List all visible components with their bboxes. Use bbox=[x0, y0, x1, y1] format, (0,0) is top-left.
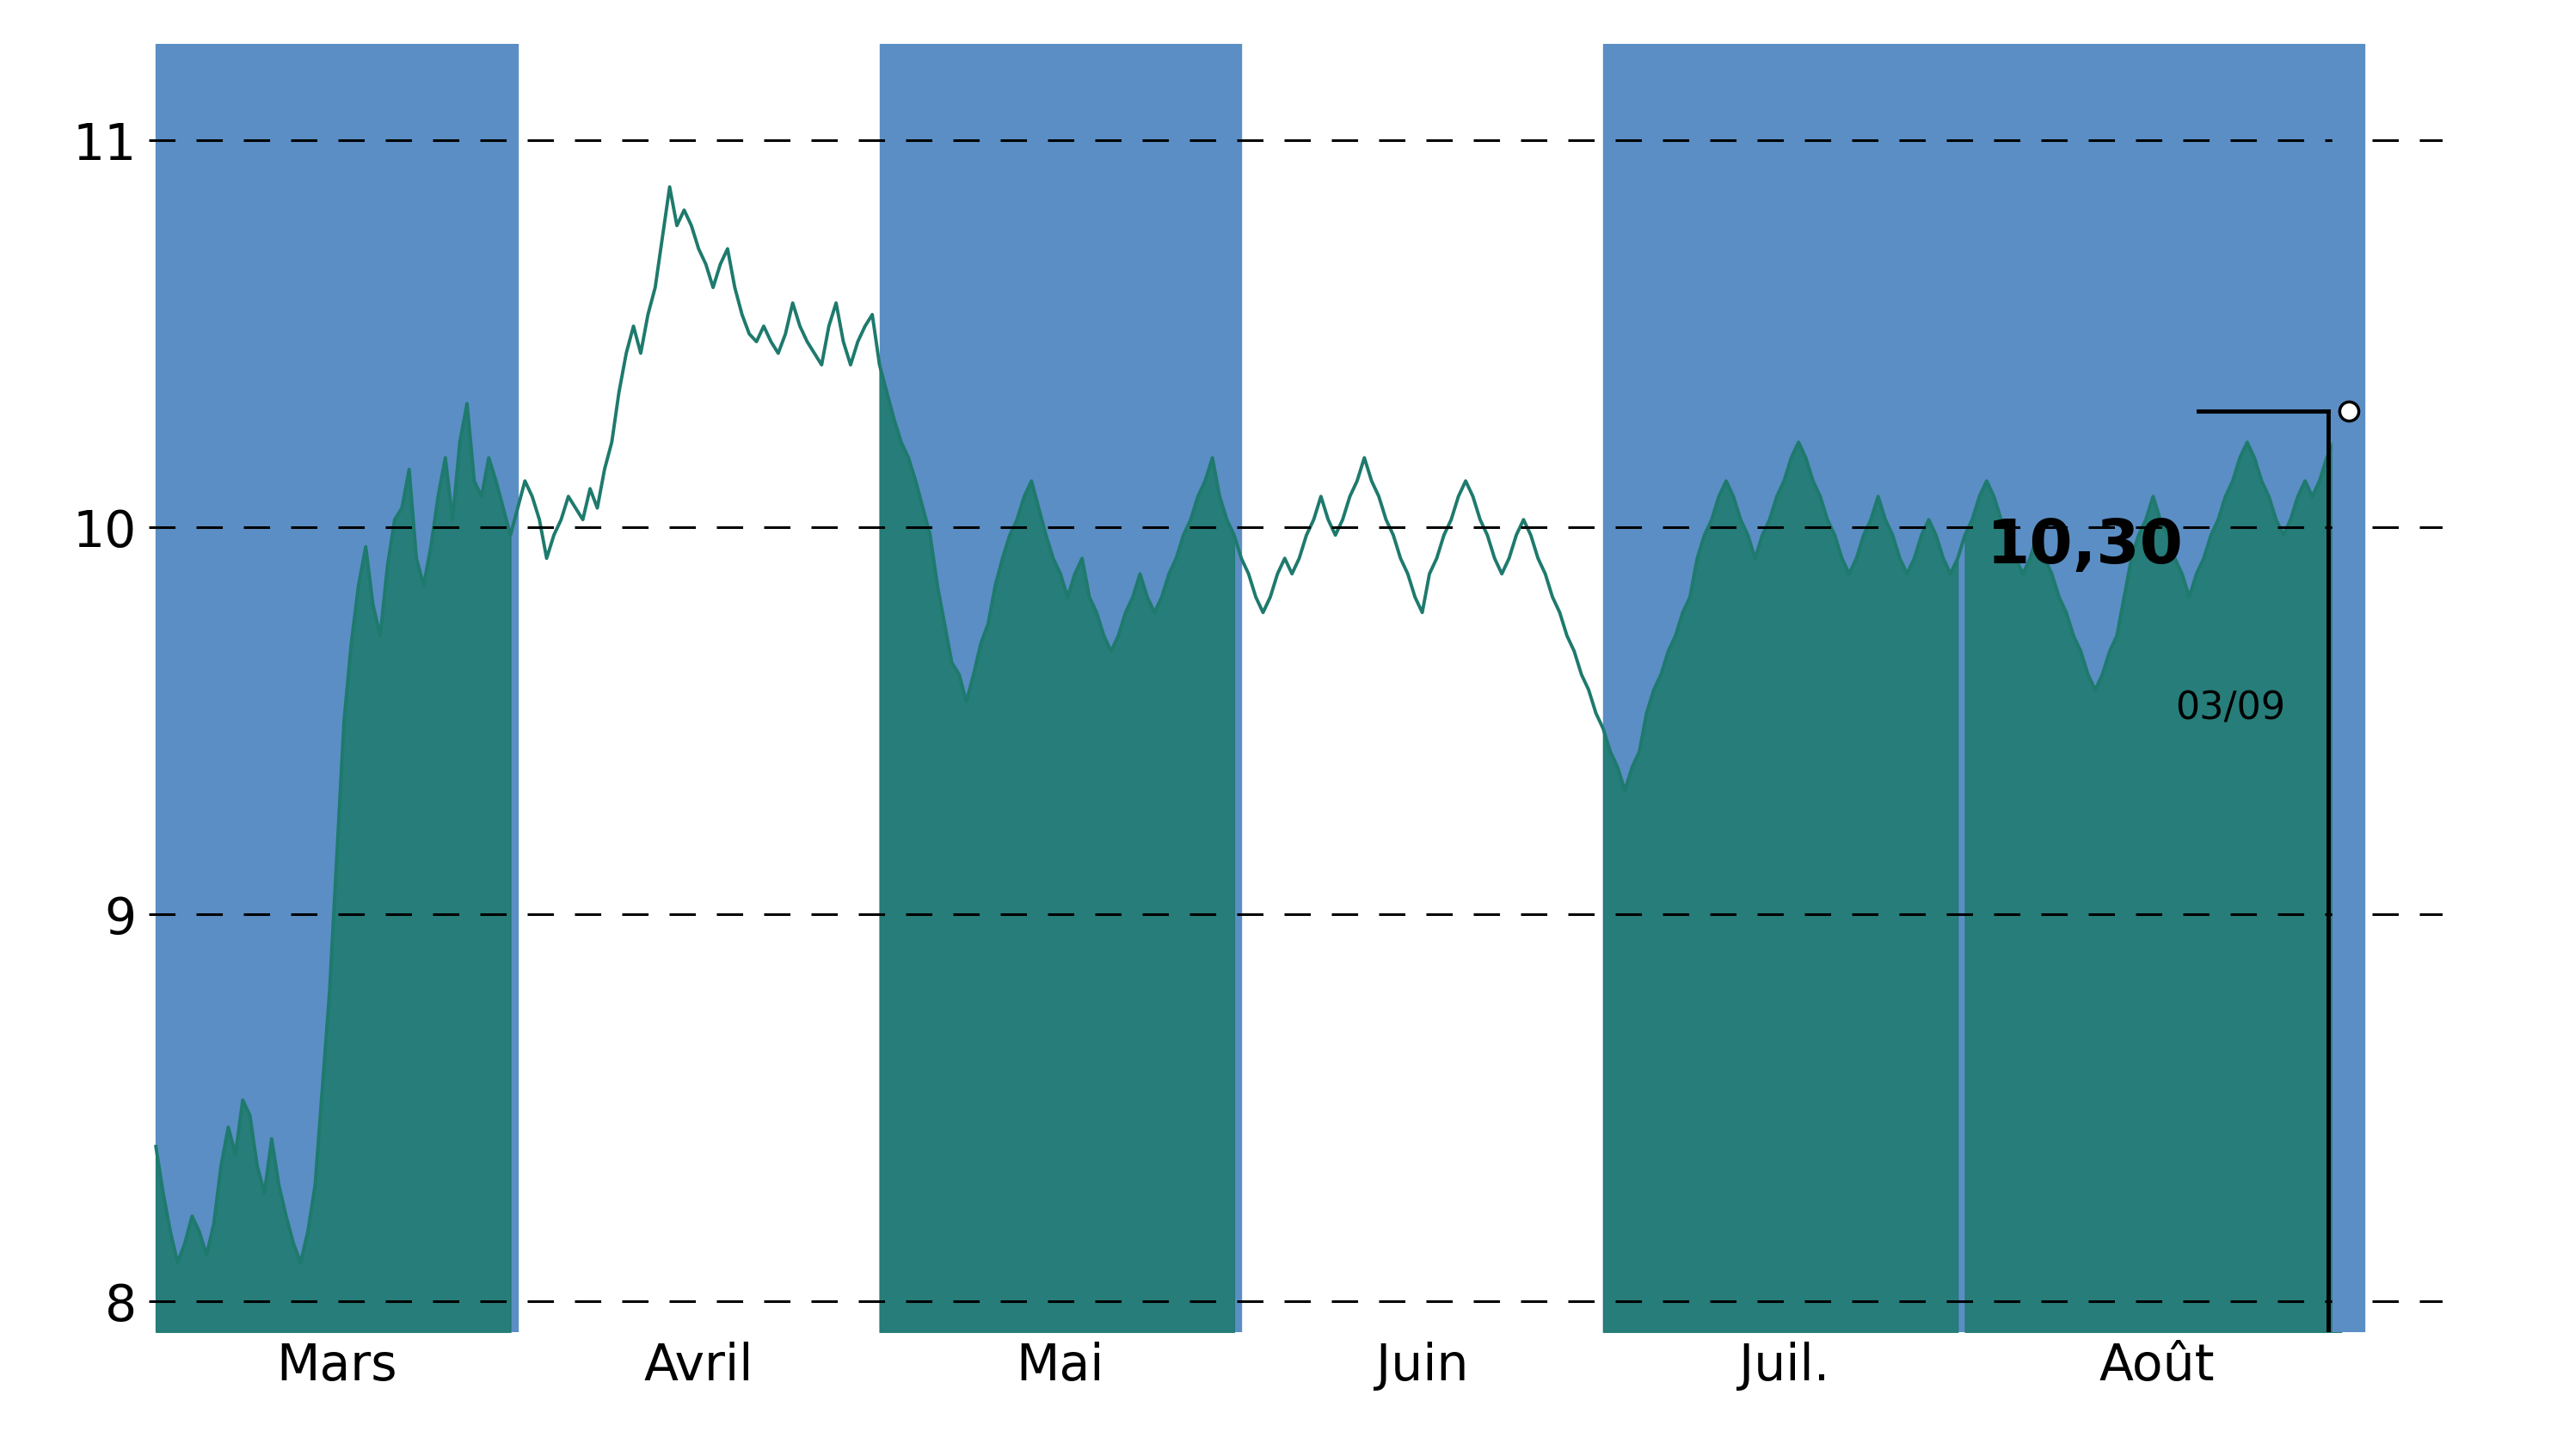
Bar bbox=[2332, 44, 2366, 1332]
Bar bbox=[156, 44, 518, 1332]
Bar bbox=[1602, 44, 1966, 1332]
Text: VIEL ET COMPAGNIE: VIEL ET COMPAGNIE bbox=[759, 15, 1804, 105]
Text: 03/09: 03/09 bbox=[2176, 690, 2286, 727]
Bar bbox=[879, 44, 1240, 1332]
Text: 10,30: 10,30 bbox=[1986, 517, 2184, 577]
Bar bbox=[1966, 44, 2348, 1332]
